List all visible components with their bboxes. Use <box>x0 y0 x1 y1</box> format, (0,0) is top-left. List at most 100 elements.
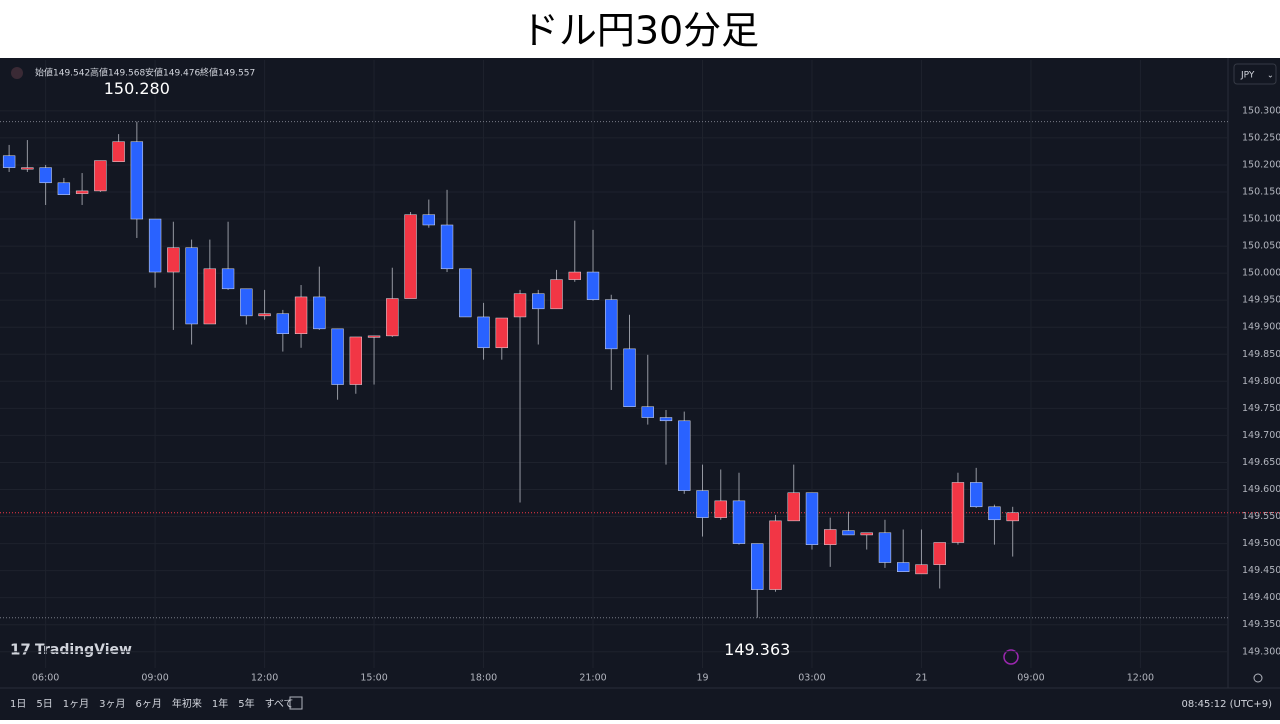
x-tick-label: 21:00 <box>579 673 606 684</box>
candle-body <box>313 296 326 330</box>
candle-body <box>678 420 691 491</box>
candle-body <box>404 214 417 299</box>
candle-body <box>550 279 563 310</box>
candle-body <box>294 296 308 334</box>
extreme-label: 150.280 <box>104 79 170 98</box>
chart-title: ドル円30分足 <box>521 9 759 53</box>
y-tick-label: 150.250 <box>1242 132 1280 143</box>
y-tick-label: 150.000 <box>1242 268 1280 279</box>
clock: 08:45:12 (UTC+9) <box>1182 699 1273 710</box>
candle-body <box>732 500 746 544</box>
candle-body <box>349 336 362 385</box>
ohlc-header: 終値149.557 <box>200 67 255 79</box>
candle-body <box>915 564 928 575</box>
title-band <box>0 0 1280 58</box>
candle-body <box>422 214 435 226</box>
range-button[interactable]: 3ヶ月 <box>99 698 125 710</box>
candle-body <box>641 406 654 418</box>
candle-body <box>167 247 180 273</box>
candle-body <box>203 268 217 325</box>
candle-body <box>477 316 490 349</box>
range-button[interactable]: 1年 <box>212 697 228 710</box>
y-tick-label: 149.950 <box>1242 295 1280 306</box>
ohlc-header: 安値149.476 <box>145 67 200 79</box>
y-tick-label: 149.900 <box>1242 322 1280 333</box>
y-tick-label: 150.050 <box>1242 241 1280 252</box>
y-tick-label: 149.600 <box>1242 484 1280 495</box>
y-tick-label: 149.800 <box>1242 376 1280 387</box>
candle-body <box>787 492 800 522</box>
candle-body <box>513 293 527 318</box>
candle-body <box>933 542 946 565</box>
candle-body <box>130 141 144 220</box>
range-button[interactable]: 5日 <box>36 699 52 710</box>
range-button[interactable]: 6ヶ月 <box>136 698 162 710</box>
range-button[interactable]: すべて <box>265 698 294 710</box>
candle-body <box>988 506 1001 521</box>
candle-body <box>568 271 581 280</box>
x-tick-label: 09:00 <box>141 673 168 684</box>
y-tick-label: 149.750 <box>1242 403 1280 414</box>
x-tick-label: 18:00 <box>470 673 497 684</box>
candle-body <box>221 268 235 290</box>
x-tick-label: 19 <box>696 673 708 684</box>
candle-body <box>440 224 454 270</box>
candle-body <box>805 492 819 545</box>
candle-body <box>57 182 71 195</box>
candle-body <box>276 313 290 334</box>
candle-body <box>39 167 52 184</box>
candle-body <box>240 288 253 317</box>
candle-body <box>769 520 782 590</box>
candle-body <box>897 562 910 572</box>
range-button[interactable]: 年初来 <box>172 697 202 710</box>
candle-body <box>94 160 107 192</box>
candle-body <box>696 490 709 518</box>
dropdown-arrow: ⌄ <box>1267 71 1274 80</box>
candle-body <box>367 335 381 338</box>
candle-body <box>532 293 545 310</box>
candle-body <box>386 298 399 337</box>
candle-body <box>258 313 271 317</box>
range-button[interactable]: 1日 <box>10 699 26 710</box>
x-tick-label: 12:00 <box>1127 673 1154 684</box>
brand-logo: 𝟭𝟳 <box>10 641 31 659</box>
settings-icon[interactable] <box>1253 673 1263 683</box>
x-tick-label: 21 <box>915 673 927 684</box>
y-tick-label: 149.350 <box>1242 619 1280 630</box>
candle-body <box>331 328 344 385</box>
candle-body <box>112 141 125 162</box>
x-tick-label: 12:00 <box>251 673 278 684</box>
candle-body <box>495 317 508 349</box>
range-button[interactable]: 1ヶ月 <box>63 698 89 710</box>
candle-body <box>751 543 764 590</box>
range-button[interactable]: 5年 <box>238 697 254 710</box>
candle-body <box>586 271 600 300</box>
date-range-icon[interactable] <box>289 696 303 710</box>
currency-box[interactable] <box>1233 63 1277 85</box>
candle-body <box>824 529 837 545</box>
y-tick-label: 149.550 <box>1242 511 1280 522</box>
candle-body <box>623 348 636 407</box>
candle-body <box>459 268 472 318</box>
ohlc-header: 始値149.542 <box>35 67 90 79</box>
alert-icon[interactable] <box>1003 649 1019 665</box>
x-tick-label: 09:00 <box>1017 673 1044 684</box>
candle-body <box>878 532 892 563</box>
candle-body <box>2 155 16 168</box>
y-tick-label: 150.300 <box>1242 105 1280 116</box>
candle-body <box>951 482 965 543</box>
candle-body <box>185 247 198 325</box>
y-tick-label: 149.850 <box>1242 349 1280 360</box>
x-tick-label: 06:00 <box>32 673 59 684</box>
ohlc-header: 高値149.568 <box>90 67 145 79</box>
candle-body <box>1006 512 1019 522</box>
candle-body <box>970 482 983 508</box>
currency[interactable]: JPY <box>1240 71 1255 81</box>
y-tick-label: 150.150 <box>1242 186 1280 197</box>
y-tick-label: 149.300 <box>1242 646 1280 657</box>
y-tick-label: 149.500 <box>1242 538 1280 549</box>
y-tick-label: 149.700 <box>1242 430 1280 441</box>
symbol-icon <box>11 67 23 79</box>
y-tick-label: 150.100 <box>1242 214 1280 225</box>
candle-body <box>75 190 89 194</box>
